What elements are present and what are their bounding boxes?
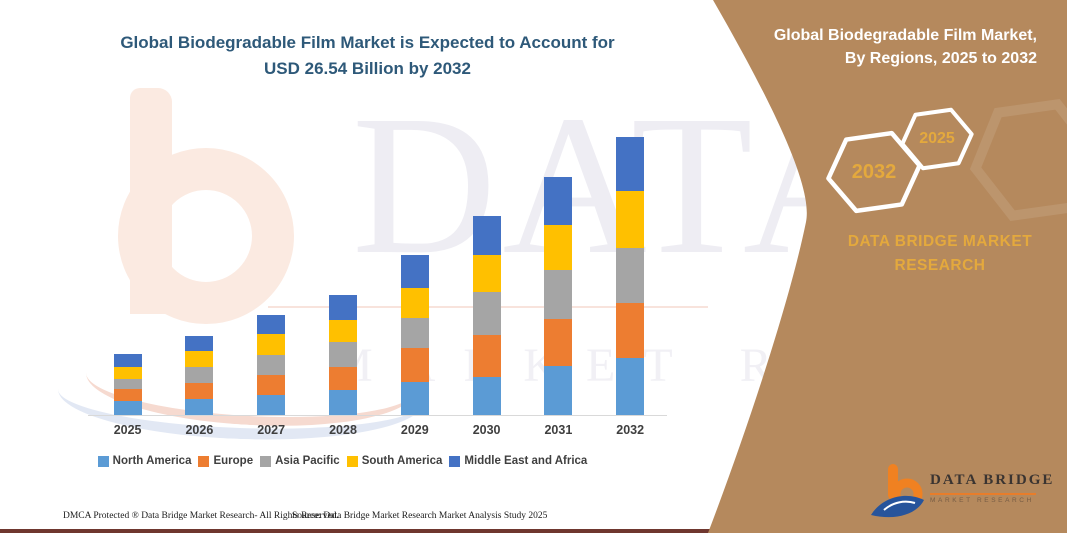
bar-segment-middle-east-and-africa-2028 [329, 294, 357, 320]
stacked-bar-plot: 2025 2026 2027 2028 2029 2030 2031 2032 [85, 85, 677, 437]
legend-label: Asia Pacific [275, 455, 340, 467]
bar-segment-north-america-2031 [544, 365, 573, 415]
bar-segment-asia-pacific-2026 [185, 366, 214, 384]
x-axis-label-2030: 2030 [472, 423, 501, 437]
bar-segment-north-america-2030 [472, 376, 501, 415]
bar-segment-europe-2025 [113, 388, 142, 401]
bar-segment-north-america-2029 [400, 382, 429, 415]
legend-item-europe: Europe [198, 455, 253, 467]
legend-label: Middle East and Africa [464, 455, 588, 467]
legend-swatch [346, 455, 358, 467]
legend-swatch [449, 455, 461, 467]
bar-segment-south-america-2025 [113, 367, 142, 379]
x-axis-label-2027: 2027 [257, 423, 286, 437]
bar-segment-asia-pacific-2027 [257, 354, 286, 375]
chart-title-line2: USD 26.54 Billion by 2032 [264, 59, 471, 78]
bar-segment-europe-2029 [400, 348, 429, 383]
bar-segment-europe-2027 [257, 375, 286, 395]
chart-legend: North America Europe Asia Pacific South Ame… [80, 455, 605, 467]
legend-item-asia-pacific: Asia Pacific [260, 455, 340, 467]
legend-item-north-america: North America [97, 455, 192, 467]
logo-underline [930, 493, 1036, 495]
bar-segment-north-america-2026 [185, 398, 214, 415]
legend-label: North America [112, 455, 192, 467]
x-axis-line [88, 415, 667, 416]
footer-source-text: Source: Data Bridge Market Research Mark… [292, 511, 548, 521]
footer-dmca-text: DMCA Protected ® Data Bridge Market Rese… [63, 511, 339, 521]
bar-segment-middle-east-and-africa-2029 [400, 255, 429, 289]
bar-segment-south-america-2026 [185, 351, 214, 367]
legend-label: South America [361, 455, 443, 467]
bar-segment-asia-pacific-2029 [400, 317, 429, 349]
panel-title-line2: By Regions, 2025 to 2032 [844, 50, 1037, 67]
bar-segment-middle-east-and-africa-2030 [472, 216, 501, 256]
legend-item-middle-east-and-africa: Middle East and Africa [449, 455, 587, 467]
bar-segment-asia-pacific-2032 [616, 247, 645, 303]
bar-segment-south-america-2032 [616, 191, 645, 248]
panel-brand-line1: DATA BRIDGE MARKET [847, 233, 1033, 250]
bar-segment-middle-east-and-africa-2027 [257, 314, 286, 334]
bar-segment-middle-east-and-africa-2031 [544, 177, 573, 225]
bar-segment-north-america-2032 [616, 358, 645, 415]
panel-brand-line2: RESEARCH [894, 257, 986, 274]
databridge-logo-icon [871, 464, 924, 518]
legend-swatch [97, 455, 109, 467]
x-axis-label-2032: 2032 [616, 423, 645, 437]
chart-title-line1: Global Biodegradable Film Market is Expe… [120, 33, 615, 52]
x-axis-label-2029: 2029 [400, 423, 429, 437]
bar-segment-middle-east-and-africa-2032 [616, 137, 645, 192]
x-axis-label-2026: 2026 [185, 423, 214, 437]
bar-segment-europe-2028 [329, 366, 357, 390]
legend-swatch [198, 455, 210, 467]
panel-title-line1: Global Biodegradable Film Market, [773, 27, 1037, 44]
x-axis-label-2025: 2025 [113, 423, 142, 437]
bar-segment-south-america-2031 [544, 224, 573, 271]
bar-segment-europe-2032 [616, 302, 645, 359]
bar-segment-north-america-2028 [329, 389, 357, 415]
bar-segment-europe-2030 [472, 334, 501, 377]
hexagon-year-2032: 2032 [851, 161, 897, 183]
panel-watermark-hexagon [969, 98, 1067, 222]
legend-swatch [260, 455, 272, 467]
bar-segment-asia-pacific-2028 [329, 342, 357, 367]
bar-segment-north-america-2025 [113, 400, 142, 415]
x-axis-label-2031: 2031 [544, 423, 573, 437]
bar-segment-middle-east-and-africa-2025 [113, 353, 142, 368]
bar-segment-asia-pacific-2031 [544, 270, 573, 319]
bar-segment-europe-2026 [185, 383, 214, 399]
footer-accent-bar [0, 529, 714, 533]
panel-brand-text: DATA BRIDGE MARKET RESEARCH [840, 230, 1040, 278]
bar-segment-europe-2031 [544, 318, 573, 366]
logo-tagline: MARKET RESEARCH [930, 497, 1034, 504]
bar-segment-south-america-2030 [472, 255, 501, 293]
bar-segment-south-america-2027 [257, 333, 286, 355]
bar-segment-north-america-2027 [257, 395, 286, 415]
legend-label: Europe [213, 455, 254, 467]
bar-segment-asia-pacific-2030 [472, 292, 501, 335]
bar-segment-south-america-2028 [329, 319, 357, 343]
x-axis-label-2028: 2028 [329, 423, 357, 437]
chart-title: Global Biodegradable Film Market is Expe… [95, 30, 640, 82]
bar-segment-south-america-2029 [400, 288, 429, 318]
panel-title: Global Biodegradable Film Market, By Reg… [774, 24, 1037, 70]
bar-segment-asia-pacific-2025 [113, 378, 142, 389]
logo-wordmark: DATA BRIDGE [930, 472, 1055, 488]
bar-segment-middle-east-and-africa-2026 [185, 335, 214, 352]
legend-item-south-america: South America [346, 455, 443, 467]
hexagon-year-2025: 2025 [919, 130, 955, 147]
